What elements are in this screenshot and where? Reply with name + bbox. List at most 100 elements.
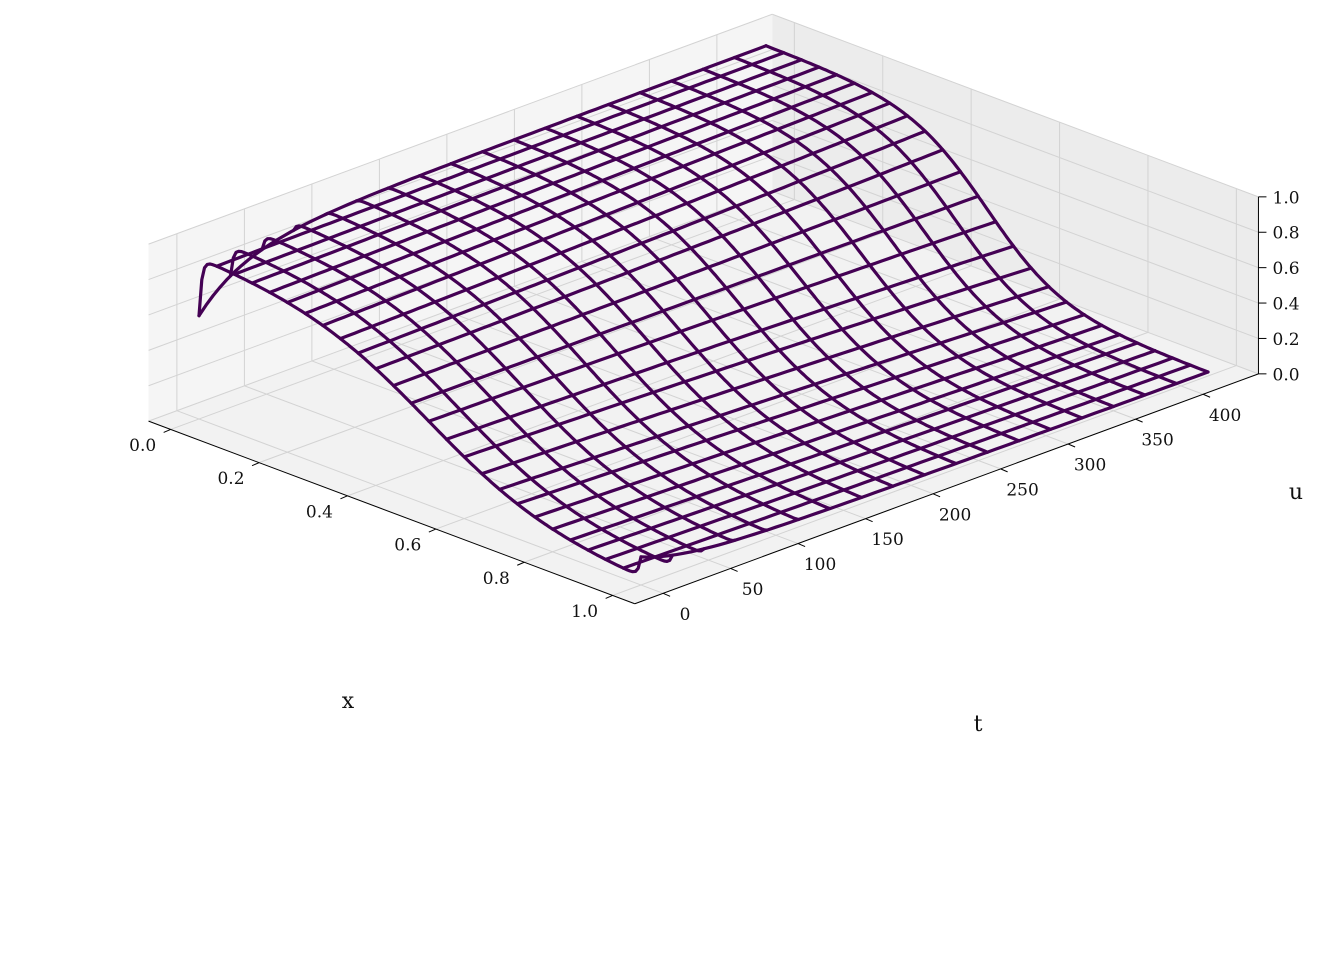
u-tick-label: 0.2 [1273,330,1300,350]
grid-t-floor [649,236,1136,420]
x-tick-mark [163,428,171,433]
grid-t-floor [176,410,664,594]
surface-wire-x-line [268,73,839,294]
surface-wire-x-line [639,370,1210,559]
x-axis-label: x [342,689,355,714]
grid-u-left [148,49,773,281]
surface-wire-t-line [228,249,675,564]
grid-x-floor [612,365,1237,596]
surface-wire-x-line [391,170,963,388]
surface-wire-x-line [480,285,1051,476]
tick-labels: 0.0 0.2 0.4 0.6 0.8 1.0 0 50 100 150 200 250 300 350 4… [129,188,1300,625]
grid-u-right [772,119,1259,304]
axes-lines [148,196,1267,605]
x-tick-mark [251,462,260,467]
surface-wire-t-line [543,126,990,454]
surface-wire-x-line [338,114,910,341]
u-tick-label: 0.4 [1273,295,1300,315]
surface-wire-x-line [427,220,998,423]
surface-wire-t-line [575,114,1021,443]
t-tick-mark [1135,418,1143,423]
surface-wire-x-line [568,341,1139,542]
u-tick-label: 0.6 [1273,259,1300,279]
t-tick-mark [1202,393,1211,398]
x-tick-mark [340,495,348,500]
x-tick-label: 0.6 [394,536,421,556]
u-tick-label: 1.0 [1273,188,1300,208]
surface-wire-x-line [603,356,1175,562]
x-tick-label: 0.2 [217,469,244,489]
surface-wire-x-line [303,90,874,315]
surface-wire-t-line [480,150,927,477]
surface-wire-x-line [586,349,1157,552]
surface-wire-x-line [498,300,1069,491]
grid-u-left [148,13,773,245]
grid-t-floor [514,285,1001,470]
t-tick-label: 0 [680,605,691,625]
t-tick-mark [1000,468,1008,473]
surface-wire-x-line [197,44,768,318]
x-tick-mark [605,594,613,599]
x-tick-mark [428,528,437,533]
surface-wire-x-line [409,194,980,405]
t-axis-label: t [974,712,983,737]
surface-wire-t-line [417,174,864,499]
x-tick-label: 0.4 [306,502,333,522]
surface-wire-x-line [515,313,1086,506]
x-tick-label: 0.8 [483,569,510,589]
surface-wire-x-line [250,65,821,285]
surface-wire-t-line [354,199,801,522]
t-tick-label: 200 [939,505,971,525]
grid-t-floor [311,360,799,545]
t-tick-mark [1067,443,1076,448]
u-tick-label: 0.8 [1273,224,1300,244]
t-tick-mark [865,518,873,523]
grid-u-right [772,13,1259,198]
grid-u-right [772,190,1259,375]
grid-u-right [772,84,1259,269]
surface-wire-x-line [374,148,945,371]
surface-wire-x-line [533,323,1104,519]
surface-wire-x-line [232,58,804,276]
t-tick-mark [932,493,941,498]
x-tick-label: 0.0 [129,436,156,456]
t-tick-label: 300 [1074,456,1106,476]
x-tick-label: 1.0 [571,602,598,622]
t-tick-label: 400 [1209,406,1241,426]
surface-wire-t-line [323,211,769,532]
x-tick-mark [517,561,525,566]
t-tick-label: 150 [871,530,903,550]
surface-wire-t-line [260,237,706,553]
surface-wire-t-line [732,55,1179,386]
t-tick-mark [730,567,738,572]
t-tick-label: 50 [742,580,764,600]
surface-wire-t-line [291,224,738,543]
surface-wire-t-line [449,162,895,488]
surface-wire-x-line [550,333,1122,531]
surface-wire-t-line [669,79,1116,409]
surface-wire-t-line [701,67,1147,397]
surface-wire-t-line [638,91,1084,420]
surface-wire-x-line [444,244,1016,441]
surface-wire-t-line [512,138,958,466]
surface-wire-x-line [621,363,1192,570]
t-tick-label: 350 [1141,431,1173,451]
t-tick-mark [797,543,806,547]
grid-x-floor [347,265,972,497]
grid-x-floor [170,199,795,430]
surface-wire-t-line [197,262,643,574]
surface-wireframe [197,44,1210,574]
t-tick-mark [662,592,671,597]
surface-wire-x-line [356,129,927,355]
surface-wire-x-line [321,101,892,328]
u-tick-label: 0.0 [1273,365,1300,385]
surface-wire-x-line [285,81,857,305]
surface-wire-t-line [606,102,1053,431]
surface-wire-t-line [764,44,1210,374]
x-axis-line [148,420,635,605]
surface-wire-x-line [215,51,786,268]
grid-u-right [772,49,1259,233]
surface-wire-x-line [462,266,1033,459]
t-tick-label: 250 [1006,480,1038,500]
